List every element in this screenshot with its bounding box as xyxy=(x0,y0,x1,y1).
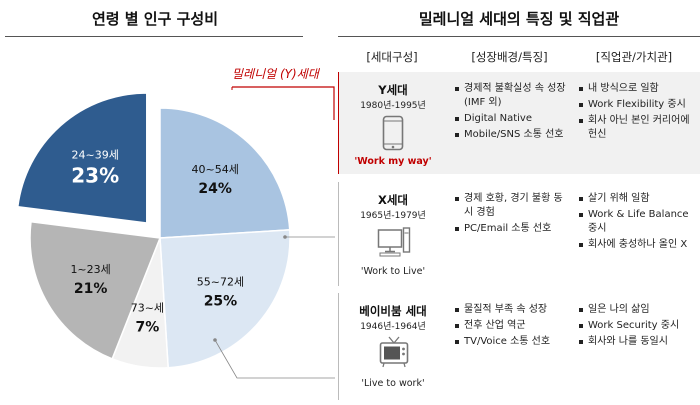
right-title-rule xyxy=(338,36,700,37)
background-item: 전후 산업 역군 xyxy=(455,319,567,333)
values-item: 회사에 충성하나 올인 X xyxy=(579,238,697,252)
background-item: PC/Email 소통 선호 xyxy=(455,222,567,236)
background-list: 경제적 불확실성 속 성장(IMF 외) Digital Native Mobi… xyxy=(455,82,567,144)
callout-bracket xyxy=(231,86,335,120)
millennial-callout: 밀레니얼 (Y)세대 xyxy=(232,67,319,81)
values-item: 일은 나의 삶임 xyxy=(579,303,697,317)
background-item: TV/Voice 소통 선호 xyxy=(455,335,567,349)
generation-years: 1946년-1964년 xyxy=(360,322,426,332)
generation-motto: 'Work my way' xyxy=(354,156,432,167)
generation-name: 베이비붐 세대 xyxy=(359,304,427,318)
pie-slice-55~72세 xyxy=(159,229,291,369)
slice-value-label: 23% xyxy=(71,163,119,187)
column-header-generation: [세대구성] xyxy=(366,50,418,64)
values-item: Work Security 중시 xyxy=(579,319,697,333)
generation-motto: 'Work to Live' xyxy=(360,266,426,277)
background-item: Digital Native xyxy=(455,112,567,126)
slice-label: 73~세 xyxy=(131,302,164,315)
slice-label: 55~72세 xyxy=(197,275,244,288)
values-item: 내 방식으로 일함 xyxy=(579,82,697,96)
background-item: 경제적 불확실성 속 성장(IMF 외) xyxy=(455,82,567,110)
slice-label: 40~54세 xyxy=(192,163,239,176)
values-list: 일은 나의 삶임 Work Security 중시 회사와 나를 동일시 xyxy=(579,303,697,351)
generation-years: 1980년-1995년 xyxy=(360,101,426,111)
background-item: Mobile/SNS 소통 선호 xyxy=(455,128,567,142)
column-header-values: [직업관/가치관] xyxy=(595,50,673,64)
generation-years: 1965년-1979년 xyxy=(360,211,426,221)
values-item: 회사 아닌 본인 커리어에 헌신 xyxy=(579,114,697,142)
generation-row-y: Y세대 1980년-1995년 'Work my way' 경제적 불확실성 속… xyxy=(338,72,700,174)
connector-boomer xyxy=(214,339,335,379)
generation-row-baby-boomer: 베이비붐 세대 1946년-1964년 'Live to work' 물질적 부… xyxy=(338,293,700,400)
television-icon xyxy=(379,336,409,368)
slice-value-label: 7% xyxy=(136,320,160,336)
left-title: 연령 별 인구 구성비 xyxy=(91,10,219,28)
background-list: 경제 호황, 경기 불황 동시 경험 PC/Email 소통 선호 xyxy=(455,192,567,238)
pie-chart: 24~39세 23% 40~54세 24% 55~72세 25% 73~세 7% 1~23세 21… xyxy=(16,92,335,379)
generation-motto: 'Live to work' xyxy=(361,378,425,389)
background-list: 물질적 부족 속 성장 전후 산업 역군 TV/Voice 소통 선호 xyxy=(455,303,567,351)
slice-value-label: 24% xyxy=(198,181,232,197)
generation-name: X세대 xyxy=(377,193,409,207)
slice-label: 24~39세 xyxy=(72,148,119,161)
background-item: 물질적 부족 속 성장 xyxy=(455,303,567,317)
left-title-rule xyxy=(5,36,303,37)
values-item: 회사와 나를 동일시 xyxy=(579,335,697,349)
values-item: 살기 위해 일함 xyxy=(579,192,697,206)
pie-slice-1~23세 xyxy=(29,220,162,360)
pie-slice-24~39세 xyxy=(16,92,148,224)
values-list: 살기 위해 일함 Work & Life Balance 중시 회사에 충성하나… xyxy=(579,192,697,254)
right-title: 밀레니얼 세대의 특징 및 직업관 xyxy=(418,10,620,28)
slice-value-label: 25% xyxy=(204,293,238,309)
pie-slice-40~54세 xyxy=(159,107,291,239)
background-item: 경제 호황, 경기 불황 동시 경험 xyxy=(455,192,567,220)
generation-name: Y세대 xyxy=(378,83,408,97)
slice-label: 1~23세 xyxy=(70,263,110,276)
values-list: 내 방식으로 일함 Work Flexibility 중시 회사 아닌 본인 커… xyxy=(579,82,697,144)
smartphone-icon xyxy=(382,115,404,151)
connector-dots xyxy=(213,235,287,342)
column-header-background: [성장배경/특징] xyxy=(471,50,548,64)
values-item: Work & Life Balance 중시 xyxy=(579,208,697,236)
desktop-computer-icon xyxy=(377,227,411,257)
slice-value-label: 21% xyxy=(74,281,108,297)
generation-row-x: X세대 1965년-1979년 'Work to Live' 경제 호황, 경기… xyxy=(338,182,700,286)
values-item: Work Flexibility 중시 xyxy=(579,98,697,112)
